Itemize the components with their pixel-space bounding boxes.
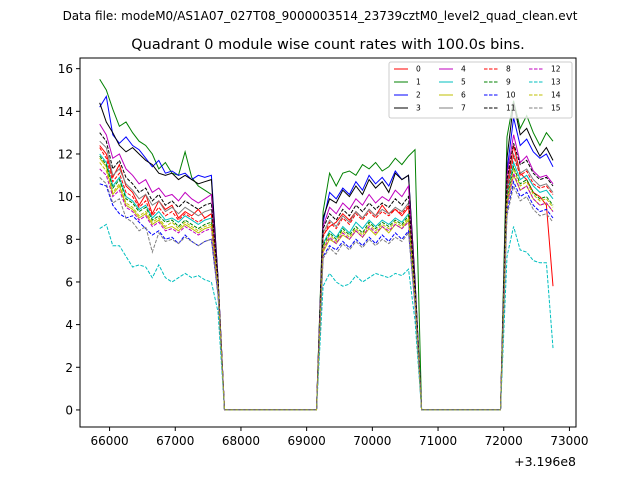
legend-label-0: 0 xyxy=(416,65,421,74)
y-tick-label: 16 xyxy=(58,62,73,76)
x-tick-label: 71000 xyxy=(419,434,457,448)
series-line-12 xyxy=(99,168,554,411)
x-offset-label: +3.196e8 xyxy=(514,454,576,469)
x-tick-label: 72000 xyxy=(485,434,523,448)
plot-lines xyxy=(99,79,554,411)
x-tick-label: 68000 xyxy=(222,434,260,448)
legend-label-11: 11 xyxy=(506,104,516,113)
legend-label-14: 14 xyxy=(551,91,561,100)
y-tick-label: 0 xyxy=(65,403,73,417)
legend-label-3: 3 xyxy=(416,104,421,113)
legend-label-1: 1 xyxy=(416,78,421,87)
legend-label-15: 15 xyxy=(551,104,561,113)
x-tick-label: 69000 xyxy=(288,434,326,448)
x-tick-label: 70000 xyxy=(353,434,391,448)
legend-label-2: 2 xyxy=(416,91,421,100)
legend-label-4: 4 xyxy=(461,65,466,74)
y-tick-label: 12 xyxy=(58,147,73,161)
legend-label-7: 7 xyxy=(461,104,466,113)
legend-label-10: 10 xyxy=(506,91,516,100)
x-axis: 66000 67000 68000 69000 70000 71000 72000 73000 xyxy=(90,427,589,448)
plot-frame xyxy=(79,57,577,428)
y-tick-label: 10 xyxy=(58,190,73,204)
legend-label-9: 9 xyxy=(506,78,511,87)
y-tick-label: 14 xyxy=(58,105,73,119)
y-tick-label: 6 xyxy=(65,275,73,289)
y-tick-label: 8 xyxy=(65,233,73,247)
legend-label-8: 8 xyxy=(506,65,511,74)
x-tick-label: 73000 xyxy=(550,434,588,448)
y-tick-label: 4 xyxy=(65,318,73,332)
chart-title: Quadrant 0 module wise count rates with … xyxy=(131,37,525,53)
legend-frame xyxy=(388,61,573,119)
legend-label-12: 12 xyxy=(551,65,561,74)
legend-label-13: 13 xyxy=(551,78,561,87)
y-tick-label: 2 xyxy=(65,361,73,375)
legend-label-5: 5 xyxy=(461,78,466,87)
y-axis: 0 2 4 6 8 10 12 14 16 xyxy=(58,62,80,417)
figure-suptitle: Data file: modeM0/AS1A07_027T08_90000035… xyxy=(63,9,578,23)
x-tick-label: 67000 xyxy=(156,434,194,448)
legend-label-6: 6 xyxy=(461,91,466,100)
x-tick-label: 66000 xyxy=(90,434,128,448)
series-line-15 xyxy=(99,177,554,411)
